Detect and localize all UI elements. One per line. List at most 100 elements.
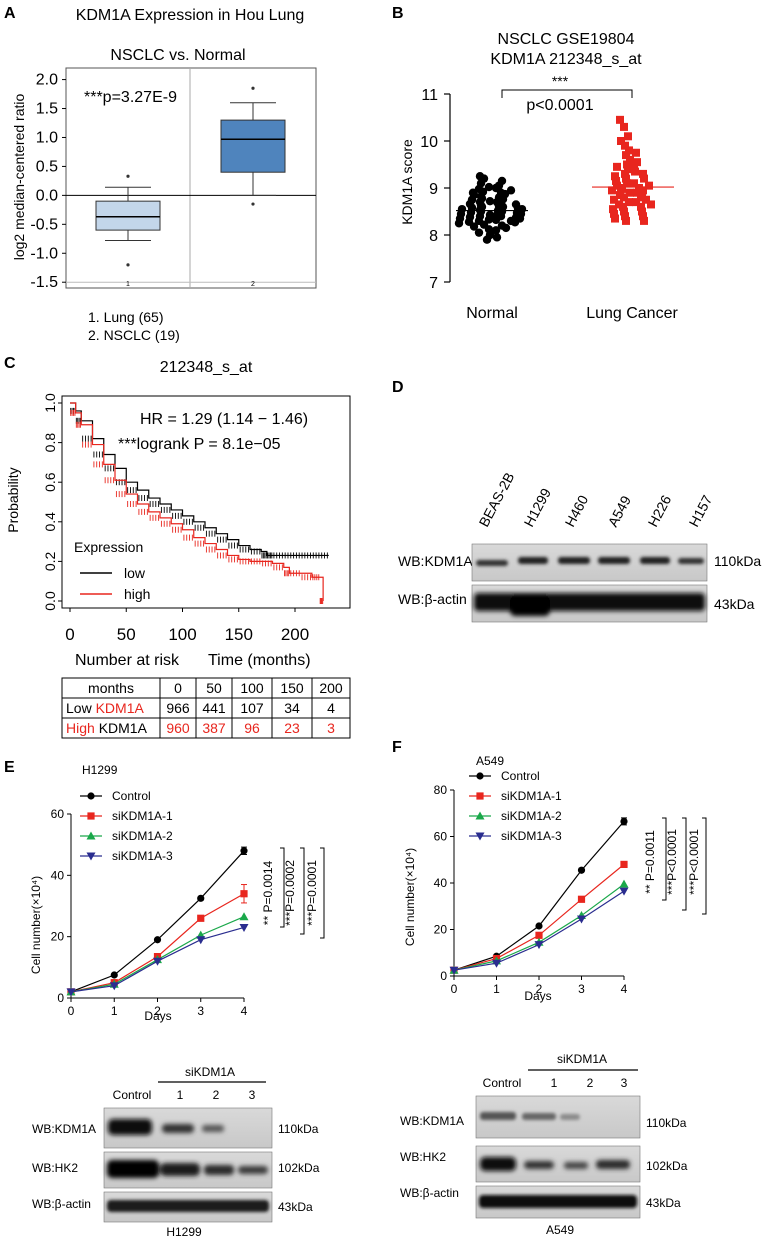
panel-d-letter: D [392, 379, 404, 396]
panel-f-ylabel: Cell number(×10⁴) [403, 848, 417, 946]
b-point-cancer [620, 207, 628, 216]
growth-marker [534, 941, 544, 950]
risk-low-200: 4 [327, 700, 335, 716]
blot-e-actin-bands [107, 1200, 269, 1212]
b-point-cancer [616, 115, 624, 124]
panel-f-blot-kdm1a-size: 110kDa [646, 1116, 687, 1130]
b-point-cancer [618, 184, 626, 193]
b-point-cancer [642, 195, 650, 204]
panel-f-bracket-1 [662, 817, 667, 901]
growth-legend-label: siKDM1A-2 [112, 829, 173, 843]
growth-marker [110, 971, 118, 979]
b-point-cancer [624, 165, 632, 174]
blot-f-kdm1a-bands [480, 1112, 580, 1120]
blot-e-kdm1a-bands [108, 1119, 224, 1135]
growth-ytick-label: 0 [57, 991, 64, 1005]
b-point-cancer [639, 186, 647, 195]
b-point-cancer [619, 202, 627, 211]
growth-xtick-label: 2 [536, 982, 543, 996]
c-ytick-label: 1.0 [42, 393, 58, 413]
panel-e-blot-kdm1a-size: 110kDa [278, 1122, 319, 1136]
b-point-cancer [625, 198, 633, 207]
growth-marker [619, 887, 629, 896]
panel-f-blot-hk2-size: 102kDa [646, 1159, 688, 1173]
panel-b-points [454, 115, 674, 244]
panel-f-pvalue-3: ***P<0.0001 [687, 829, 701, 895]
panel-a-legend-2: 2. NSCLC (19) [88, 327, 180, 343]
panel-a-letter: A [4, 5, 16, 22]
b-ytick-label: 9 [429, 181, 438, 198]
panel-c-curves [70, 402, 329, 604]
c-ytick-label: 0.8 [42, 433, 58, 453]
panel-c-frame [61, 395, 351, 609]
growth-marker [239, 923, 249, 932]
c-ytick-label: 0.6 [42, 472, 58, 492]
lane-label-h460: H460 [562, 492, 592, 529]
a-ytick-label: 2.0 [36, 72, 58, 89]
panel-f-blot-kdm1a-label: WB:KDM1A [400, 1114, 464, 1128]
panel-c-logrank: ***logrank P = 8.1e−05 [118, 436, 281, 453]
blot-d-kdm1a-bands [476, 557, 704, 566]
risk-table: months 0 50 100 150 200 Low KDM1A 966 44… [61, 677, 351, 739]
panel-e-bracket-3 [320, 847, 325, 939]
panel-c-legend-low: low [124, 565, 146, 581]
panel-c-legend-title: Expression [74, 539, 143, 555]
risk-high-150: 23 [284, 720, 300, 736]
b-point-cancer [610, 195, 618, 204]
growth-legend-label: siKDM1A-1 [112, 809, 173, 823]
b-point-normal [501, 223, 511, 233]
panel-b: B NSCLC GSE19804 KDM1A 212348_s_at KDM1A… [392, 5, 678, 322]
panel-e-pvalue-1: ** P=0.0014 [261, 860, 275, 925]
risk-row-low-label: Low KDM1A [66, 700, 144, 716]
growth-legend-marker [87, 792, 95, 800]
b-point-cancer [630, 179, 638, 188]
panel-b-sig-stars: *** [552, 73, 569, 89]
panel-e-blot-kdm1a-label: WB:KDM1A [32, 1122, 96, 1136]
a-ytick-label: 1.0 [36, 129, 58, 146]
panel-b-group-normal: Normal [466, 305, 518, 322]
b-ytick-label: 10 [420, 134, 438, 151]
b-point-cancer [620, 122, 628, 131]
panel-e-blot-lane-2: 2 [213, 1088, 220, 1102]
growth-marker [196, 936, 206, 945]
a-outlier [126, 263, 130, 267]
blot-f-actin-bands [479, 1195, 637, 1208]
b-point-normal [454, 219, 464, 228]
growth-legend-marker [476, 772, 484, 780]
panel-e-legend: Control siKDM1A-1 siKDM1A-2 siKDM1A-3 [80, 789, 173, 863]
growth-marker [197, 894, 205, 902]
panel-f-pvalue-1: ** P=0.0011 [643, 830, 657, 894]
a-ytick-label: 0.5 [36, 158, 58, 175]
growth-marker [619, 879, 629, 888]
a-xtick-label: 1 [126, 281, 130, 288]
panel-f-pvalue-2: ***P<0.0001 [665, 829, 679, 895]
growth-marker [577, 866, 586, 874]
panel-e-ylabel: Cell number(×10⁴) [29, 876, 43, 974]
panel-e-blot-lane-3: 3 [249, 1088, 256, 1102]
panel-c-letter: C [4, 355, 16, 372]
b-point-cancer [638, 207, 646, 216]
panel-b-axis: 7 8 9 10 11 [420, 87, 451, 292]
risk-low-0: 966 [166, 700, 190, 716]
b-point-cancer [632, 198, 640, 207]
panel-f-blot-caption: A549 [546, 1223, 574, 1237]
growth-legend-label: siKDM1A-1 [501, 789, 562, 803]
panel-e-bracket-1 [280, 847, 285, 928]
panel-f-blot-lane-2: 2 [587, 1076, 594, 1090]
a-outlier [251, 202, 255, 206]
growth-xtick-label: 0 [451, 982, 458, 996]
c-ytick-label: 0.2 [42, 551, 58, 571]
panel-f-blot-group: siKDM1A [557, 1052, 607, 1066]
panel-e-pvalue-2: ***P=0.0002 [283, 860, 297, 926]
growth-line [453, 863, 625, 971]
b-point-normal [485, 196, 495, 206]
a-xtick-label: 2 [251, 281, 255, 288]
panel-b-pvalue: p<0.0001 [526, 97, 593, 114]
panel-f-blot-lane-control: Control [483, 1076, 522, 1090]
panel-e-bracket-2 [300, 847, 305, 935]
b-point-cancer [621, 169, 629, 178]
b-point-cancer [639, 169, 647, 178]
panel-e-blot-group: siKDM1A [185, 1065, 235, 1079]
growth-xtick-label: 3 [578, 982, 585, 996]
growth-legend-label: siKDM1A-3 [501, 829, 562, 843]
